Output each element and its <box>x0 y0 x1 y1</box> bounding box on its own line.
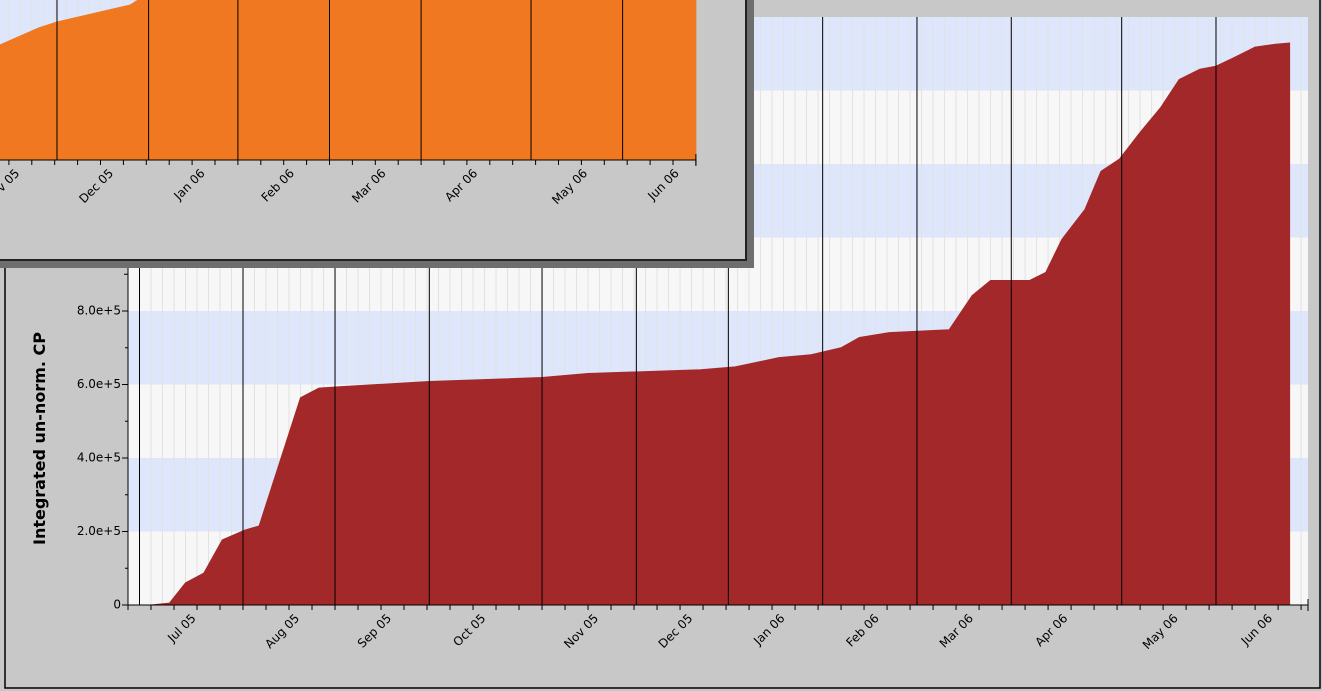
y-tick-label: 2.0e+5 <box>77 524 121 538</box>
area <box>150 42 1291 606</box>
inset-chart: Nov 05 Dec 05 Jan 06 Feb 06 Mar 06 Apr 06 May … <box>0 0 697 207</box>
y-tick-label: 4.0e+5 <box>77 451 121 465</box>
area <box>0 0 697 161</box>
y-axis-title: Integrated un-norm. CP <box>30 332 49 545</box>
y-tick-label: 6.0e+5 <box>77 377 121 391</box>
y-tick-label: 0 <box>113 598 121 612</box>
y-tick-label: 8.0e+5 <box>77 304 121 318</box>
